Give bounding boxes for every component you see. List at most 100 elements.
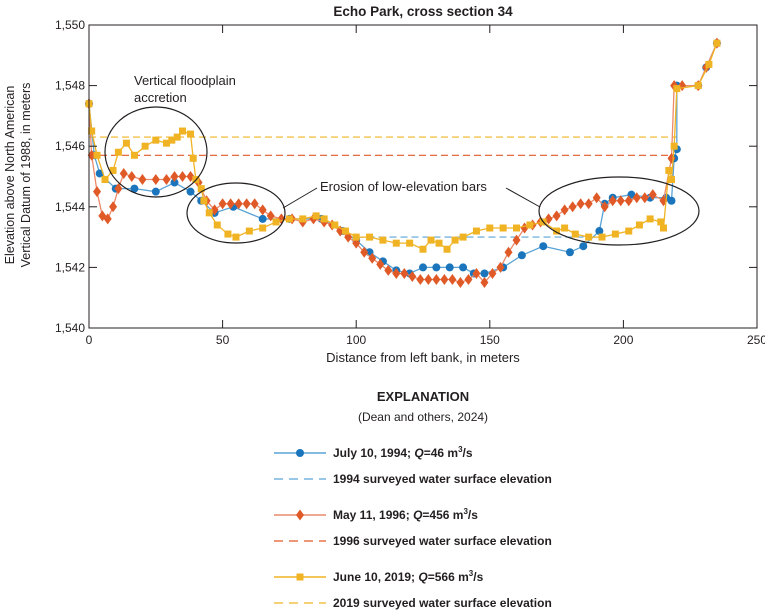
data-point [552,210,561,222]
data-point [440,274,449,286]
legend-label-date: July 10, 1994; [333,446,414,460]
data-point [162,174,171,186]
y-tick-label: 1,550 [55,18,85,32]
data-point [379,236,387,244]
legend-label: June 10, 2019; Q=566 m3/s [333,569,484,584]
data-point [152,136,160,144]
data-point [162,139,170,147]
data-point [320,215,328,223]
data-point [170,178,179,187]
data-point [109,201,118,213]
data-point [480,277,489,289]
data-point [496,261,505,273]
data-point [659,224,667,232]
data-point [480,269,489,278]
legend-label-unit: /s [463,446,473,460]
data-point [435,239,443,247]
legend-item: July 10, 1994; Q=46 m3/s [274,445,473,460]
data-point [200,197,208,205]
chart-title: Echo Park, cross section 34 [333,4,513,19]
data-point [512,234,521,246]
legend-label-value: =456 m [422,508,463,522]
data-point [312,212,320,220]
data-point [130,151,138,159]
data-point [258,214,267,223]
data-point [472,267,481,279]
data-point [213,221,221,229]
data-point [224,230,232,238]
data-point [168,136,176,144]
legend-item: 1994 surveyed water surface elevation [274,472,552,486]
data-point [226,198,235,210]
data-point [250,198,259,210]
data-point [579,242,588,251]
data-point [342,227,350,235]
data-point [595,227,604,236]
data-point [419,263,427,272]
x-tick-label: 250 [747,333,765,347]
legend-item: June 10, 2019; Q=566 m3/s [274,569,484,584]
data-point [592,192,601,204]
erosion-label: Erosion of low-elevation bars [320,179,487,194]
data-point [245,227,253,235]
data-point [598,233,606,241]
data-point [448,274,457,286]
data-point [331,221,339,229]
data-point [443,245,451,253]
data-point [368,252,377,264]
data-point [585,233,593,241]
data-point [299,215,307,223]
legend-label: 2019 surveyed water surface elevation [333,596,552,610]
data-point [459,263,468,272]
legend-item: 1996 surveyed water surface elevation [274,534,552,548]
erosion-leader-left [282,187,318,209]
data-point [472,227,480,235]
data-point [445,263,454,272]
data-point [119,167,128,179]
data-point [673,85,681,93]
data-point [517,251,526,260]
x-tick-label: 200 [613,333,633,347]
data-point [635,221,643,229]
data-point [114,148,122,156]
data-point [713,39,721,47]
erosion-ellipse-right [538,176,700,246]
data-point [376,258,385,270]
data-point [187,130,195,138]
data-point [553,227,561,235]
y-tick-label: 1,544 [55,200,85,214]
legend-label-sup: 3 [463,507,468,516]
data-point [560,204,569,216]
data-point [151,187,160,196]
data-point [499,224,507,232]
legend-label-unit: /s [473,570,483,584]
legend-title: EXPLANATION [377,389,469,404]
accretion-label-line1: Vertical floodplain [134,73,236,88]
data-point [608,195,617,207]
data-point [141,142,149,150]
data-point [189,154,197,162]
data-point [705,60,713,68]
data-point [242,198,251,210]
data-point [101,176,109,184]
y-tick-label: 1,540 [55,321,85,335]
y-tick-label: 1,548 [55,79,85,93]
data-point [173,133,181,141]
data-point [504,246,513,258]
data-point [205,209,213,217]
legend-marker [296,449,304,457]
data-point [464,274,473,286]
data-point [584,198,593,210]
data-point [151,174,160,186]
erosion-leader-right [505,187,541,208]
legend-label: 1994 surveyed water surface elevation [333,472,552,486]
data-point [427,236,435,244]
data-point [406,239,414,247]
data-point [640,192,649,204]
data-point [486,224,494,232]
data-point [488,267,497,279]
data-point [178,171,187,182]
data-point [285,215,293,223]
data-point [565,248,574,257]
